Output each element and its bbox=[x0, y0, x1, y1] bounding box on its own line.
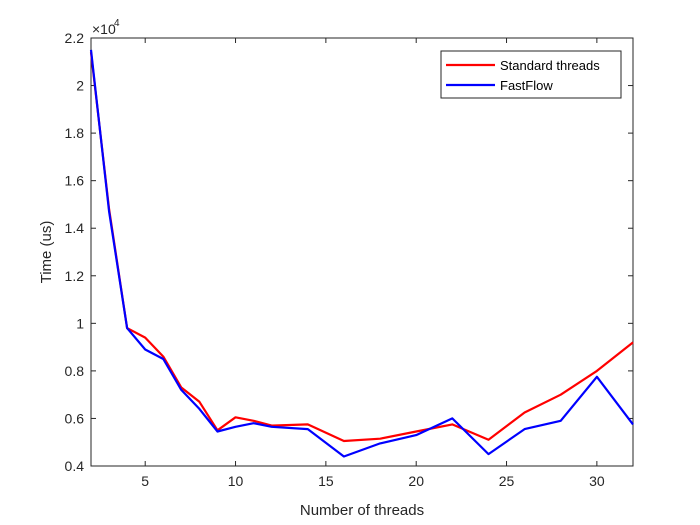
y-tick-label: 1.8 bbox=[65, 125, 85, 141]
x-axis-label: Number of threads bbox=[300, 502, 424, 519]
y-tick-label: 2 bbox=[76, 78, 84, 94]
y-tick-label: 2.2 bbox=[65, 30, 85, 46]
y-tick-label: 1 bbox=[76, 315, 84, 331]
x-tick-label: 15 bbox=[318, 473, 334, 489]
y-exponent-label: ×10 bbox=[92, 21, 116, 37]
y-tick-label: 1.2 bbox=[65, 268, 85, 284]
x-tick-label: 20 bbox=[408, 473, 424, 489]
series-line-standard-threads bbox=[89, 52, 634, 443]
axes-box bbox=[90, 37, 634, 467]
legend-entry: Standard threads bbox=[500, 58, 600, 73]
legend-entry: FastFlow bbox=[500, 78, 553, 93]
y-tick-label: 0.8 bbox=[65, 363, 85, 379]
y-tick-label: 0.6 bbox=[65, 410, 85, 426]
x-tick-label: 30 bbox=[589, 473, 605, 489]
series-line-fastflow bbox=[89, 49, 634, 458]
y-tick-label: 1.6 bbox=[65, 173, 85, 189]
x-tick-label: 25 bbox=[499, 473, 515, 489]
x-tick-label: 5 bbox=[141, 473, 149, 489]
y-tick-label: 1.4 bbox=[65, 220, 85, 236]
x-tick-label: 10 bbox=[228, 473, 244, 489]
y-axis-label: Time (us) bbox=[38, 221, 55, 284]
y-tick-label: 0.4 bbox=[65, 458, 85, 474]
legend-box bbox=[440, 50, 622, 99]
y-exponent-power: 4 bbox=[114, 18, 120, 29]
